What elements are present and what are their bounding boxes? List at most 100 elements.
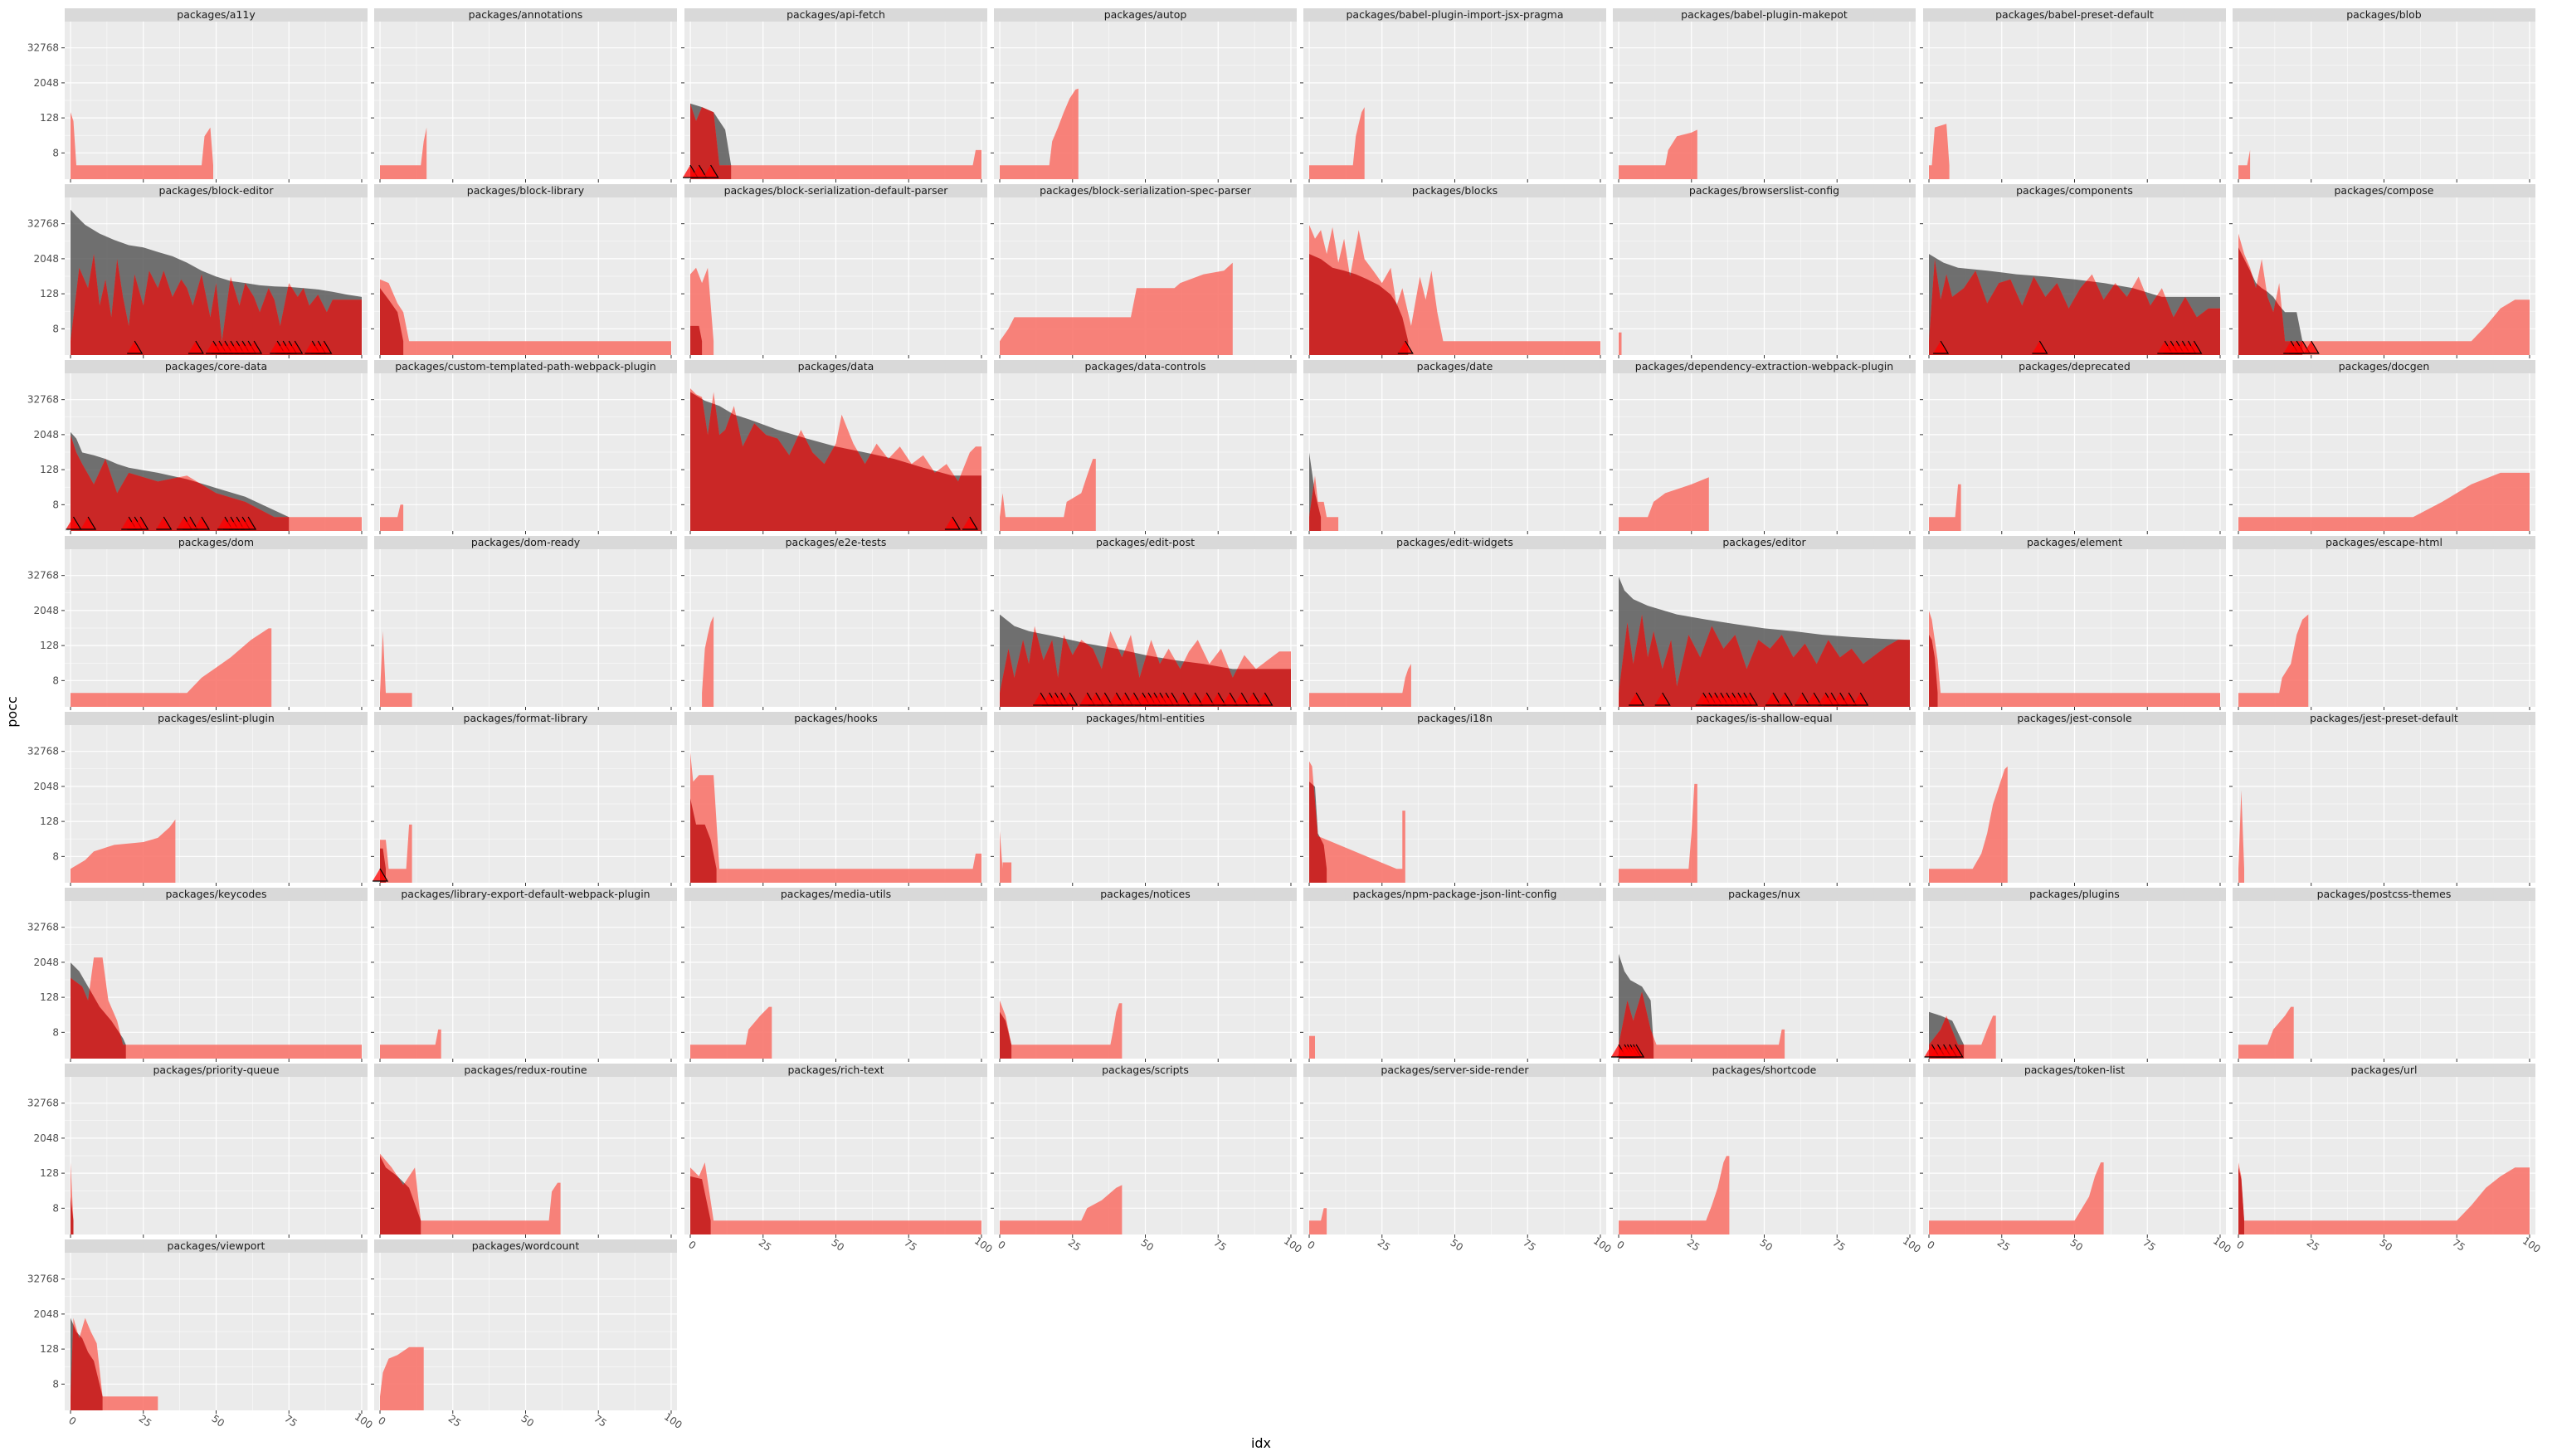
facet-strip xyxy=(1303,888,1606,901)
series-area-overlap xyxy=(2238,247,2303,355)
facet-panel: packages/api-fetch xyxy=(681,8,987,183)
facet-title: packages/blob xyxy=(2346,8,2422,21)
x-tick-label: 75 xyxy=(1830,1237,1848,1254)
x-tick-label: 25 xyxy=(1995,1237,2013,1254)
facet-title: packages/shortcode xyxy=(1712,1064,1817,1076)
facet-strip xyxy=(684,536,987,549)
facet-strip xyxy=(2233,360,2535,373)
facet-title: packages/e2e-tests xyxy=(786,536,887,548)
x-tick-label: 0 xyxy=(376,1415,387,1428)
facet-strip xyxy=(65,536,368,549)
x-tick-label: 75 xyxy=(592,1413,609,1429)
y-tick-label: 32768 xyxy=(27,42,59,54)
facet-panel: packages/priority-queue 8 128 2048 32768 xyxy=(27,1064,368,1238)
x-tick-label: 25 xyxy=(757,1237,774,1254)
x-tick-label: 50 xyxy=(210,1413,227,1429)
facet-title: packages/browserslist-config xyxy=(1689,184,1839,197)
event-marker xyxy=(1853,692,1869,706)
facet-title: packages/i18n xyxy=(1417,712,1493,724)
x-tick-label: 75 xyxy=(1211,1237,1229,1254)
facet-title: packages/hooks xyxy=(794,712,877,724)
facet-panel: packages/block-editor 8 128 2048 32768 xyxy=(27,184,368,358)
facet-panel: packages/deprecated xyxy=(1920,360,2226,534)
facet-title: packages/dependency-extraction-webpack-p… xyxy=(1635,360,1893,373)
facet-strip xyxy=(1923,1064,2226,1077)
facet-title: packages/data-controls xyxy=(1084,360,1205,373)
series-area-overlap xyxy=(1929,259,2220,355)
facet-panel: packages/jest-console xyxy=(1920,712,2226,886)
x-tick-label: 0 xyxy=(66,1415,78,1428)
series-area-red xyxy=(380,504,404,531)
series-area-red xyxy=(1619,1156,1730,1234)
x-tick-label: 100 xyxy=(2211,1234,2233,1255)
facet-title: packages/block-library xyxy=(467,184,585,197)
series-area-red xyxy=(1929,484,1961,531)
series-area-overlap xyxy=(1309,254,1409,355)
x-tick-label: 25 xyxy=(137,1413,154,1429)
facet-title: packages/token-list xyxy=(2024,1064,2125,1076)
facet-strip xyxy=(994,360,1297,373)
series-area-red xyxy=(1000,1000,1123,1059)
facet-strip xyxy=(1923,360,2226,373)
series-area-red xyxy=(2238,149,2251,179)
facet-strip xyxy=(1613,888,1916,901)
facet-panel: packages/block-serialization-spec-parser xyxy=(991,184,1297,358)
event-marker xyxy=(1777,692,1794,706)
series-area-red xyxy=(1619,783,1697,883)
facet-title: packages/block-serialization-spec-parser xyxy=(1040,184,1252,197)
facet-panel: packages/eslint-plugin 8 128 2048 32768 xyxy=(27,712,368,886)
facet-strip xyxy=(994,536,1297,549)
facet-title: packages/scripts xyxy=(1102,1064,1189,1076)
facet-strip xyxy=(1613,8,1916,22)
event-marker xyxy=(246,340,263,354)
facet-panel: packages/blocks xyxy=(1300,184,1606,358)
facet-title: packages/library-export-default-webpack-… xyxy=(401,888,650,900)
facet-panel: packages/scripts 0 25 50 75 100 xyxy=(991,1064,1304,1255)
facet-title: packages/dom xyxy=(178,536,254,548)
event-marker xyxy=(133,516,149,530)
facet-strip xyxy=(684,712,987,725)
y-tick-label: 2048 xyxy=(33,781,59,792)
facet-strip xyxy=(2233,1064,2535,1077)
x-tick-label: 25 xyxy=(1685,1237,1702,1254)
facet-panel: packages/nux xyxy=(1610,888,1916,1062)
series-area-overlap xyxy=(690,103,732,179)
facet-panel: packages/a11y 8 128 2048 32768 xyxy=(27,8,368,183)
facet-panel: packages/e2e-tests xyxy=(681,536,987,710)
facet-panel: packages/keycodes 8 128 2048 32768 xyxy=(27,888,368,1062)
series-area-red xyxy=(1000,88,1079,179)
facet-panel: packages/token-list 0 25 50 75 100 xyxy=(1920,1064,2233,1255)
x-tick-label: 100 xyxy=(1901,1234,1923,1255)
series-area-red xyxy=(1000,830,1012,883)
facet-strip xyxy=(684,360,987,373)
facet-strip xyxy=(1923,712,2226,725)
facet-panel: packages/compose xyxy=(2229,184,2535,358)
series-area-red xyxy=(2238,1162,2530,1234)
x-tick-label: 75 xyxy=(2450,1237,2467,1254)
y-tick-label: 128 xyxy=(40,288,59,299)
facet-strip xyxy=(1613,184,1916,197)
y-tick-label: 32768 xyxy=(27,394,59,406)
series-area-red xyxy=(1309,107,1365,179)
x-tick-label: 50 xyxy=(1449,1237,1466,1254)
x-tick-label: 25 xyxy=(1066,1237,1084,1254)
x-tick-label: 50 xyxy=(1758,1237,1775,1254)
y-tick-label: 32768 xyxy=(27,1273,59,1285)
y-tick-label: 8 xyxy=(52,147,59,158)
facet-strip xyxy=(65,8,368,22)
x-tick-label: 0 xyxy=(1614,1239,1626,1252)
facet-panel: packages/viewport 8 128 2048 32768 0 25 50 75 100 xyxy=(27,1239,375,1431)
series-area-red xyxy=(690,1162,981,1234)
facet-title: packages/eslint-plugin xyxy=(158,712,275,724)
event-marker xyxy=(1742,692,1759,706)
facet-title: packages/edit-widgets xyxy=(1396,536,1513,548)
x-tick-label: 75 xyxy=(2140,1237,2158,1254)
facet-title: packages/data xyxy=(798,360,874,373)
facet-panel: packages/format-library xyxy=(371,712,677,886)
series-area-red xyxy=(380,279,671,355)
event-marker xyxy=(1629,1044,1645,1058)
facet-title: packages/autop xyxy=(1104,8,1187,21)
facet-title: packages/wordcount xyxy=(472,1239,580,1252)
y-tick-label: 128 xyxy=(40,464,59,475)
